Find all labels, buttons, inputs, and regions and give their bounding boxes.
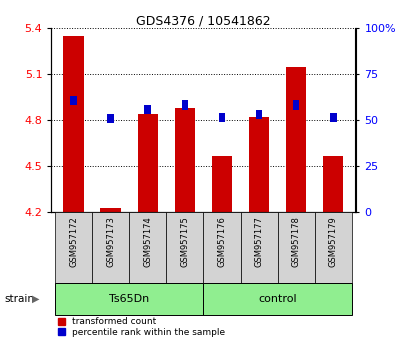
Text: GSM957174: GSM957174	[143, 216, 152, 267]
Bar	[212, 156, 232, 212]
Bar	[92, 212, 129, 283]
Text: GSM957179: GSM957179	[329, 216, 338, 267]
Bar	[55, 212, 92, 283]
Bar	[286, 67, 307, 212]
Bar	[203, 212, 241, 283]
Bar	[249, 117, 269, 212]
Bar	[315, 212, 352, 283]
Bar	[55, 283, 203, 315]
Bar	[256, 110, 262, 119]
Bar	[100, 208, 121, 212]
Bar	[182, 101, 188, 110]
Bar	[107, 114, 114, 124]
Bar	[330, 113, 337, 122]
Bar	[218, 113, 225, 122]
Text: GSM957176: GSM957176	[218, 216, 226, 267]
Text: GSM957172: GSM957172	[69, 216, 78, 267]
Text: GSM957173: GSM957173	[106, 216, 115, 267]
Bar	[70, 96, 77, 105]
Bar	[145, 105, 151, 114]
Text: strain: strain	[4, 294, 34, 304]
Bar	[278, 212, 315, 283]
Bar	[64, 36, 84, 212]
Text: GSM957178: GSM957178	[292, 216, 301, 267]
Title: GDS4376 / 10541862: GDS4376 / 10541862	[136, 14, 271, 27]
Bar	[137, 114, 158, 212]
Text: ▶: ▶	[32, 294, 39, 304]
Bar	[293, 101, 299, 110]
Text: Ts65Dn: Ts65Dn	[109, 294, 149, 304]
Text: control: control	[258, 294, 297, 304]
Legend: transformed count, percentile rank within the sample: transformed count, percentile rank withi…	[56, 315, 227, 339]
Text: GSM957175: GSM957175	[181, 216, 189, 267]
Bar	[203, 283, 352, 315]
Bar	[166, 212, 203, 283]
Bar	[323, 156, 343, 212]
Text: GSM957177: GSM957177	[254, 216, 263, 267]
Bar	[241, 212, 278, 283]
Bar	[129, 212, 166, 283]
Bar	[175, 108, 195, 212]
